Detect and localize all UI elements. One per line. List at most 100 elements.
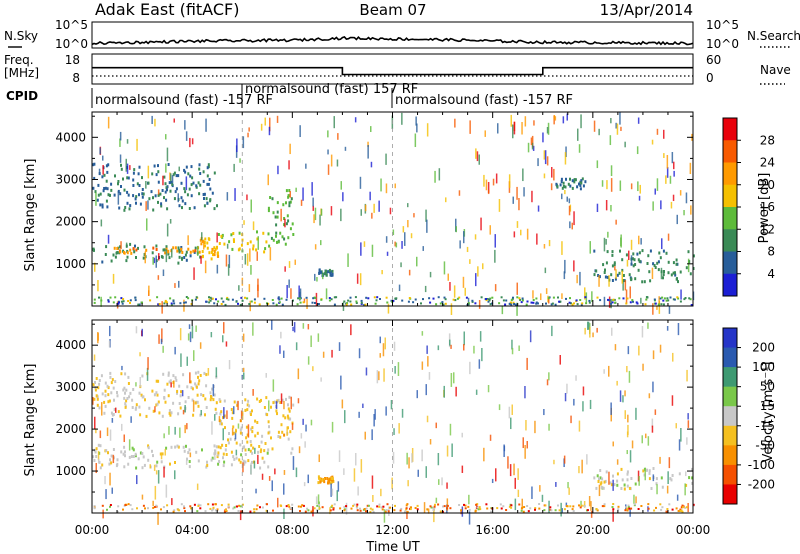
power-echo-6 (320, 270, 322, 274)
velocity-echo-2 (205, 406, 208, 409)
velocity-echo-0 (97, 443, 100, 447)
velocity-near-range-echo (474, 509, 477, 512)
power-echo-8 (647, 254, 650, 258)
power-sparse-echo (537, 205, 540, 212)
power-sparse-echo (459, 240, 461, 249)
velocity-echo-2 (140, 393, 143, 397)
velocity-echo-1 (222, 452, 225, 456)
colorbar-swatch (723, 406, 737, 427)
power-near-range-echo (663, 297, 666, 300)
power-near-range-echo (272, 302, 275, 305)
power-echo-5 (129, 204, 132, 208)
velocity-sparse-echo (588, 496, 591, 507)
velocity-near-range-echo (464, 507, 467, 510)
velocity-echo-2 (156, 402, 159, 406)
power-near-range-echo (456, 297, 459, 300)
power-echo-0 (115, 251, 118, 255)
colorbar-tick-label: 24 (760, 156, 775, 170)
velocity-echo-0 (257, 450, 260, 454)
velocity-sparse-echo (616, 459, 619, 465)
velocity-sparse-echo (398, 423, 400, 434)
velocity-sparse-echo (283, 508, 285, 519)
power-near-range-echo (173, 302, 176, 305)
power-echo-8 (632, 264, 635, 268)
power-sparse-echo (615, 219, 617, 225)
power-sparse-echo (378, 200, 380, 212)
velocity-sparse-echo (483, 447, 485, 462)
velocity-near-range-echo (660, 508, 663, 511)
velocity-sparse-echo (343, 468, 345, 475)
power-near-range-echo (515, 303, 518, 306)
velocity-echo-2 (98, 382, 101, 386)
power-sparse-echo (429, 271, 432, 278)
power-echo-3 (220, 234, 223, 238)
power-echo-1 (155, 248, 158, 251)
power-sparse-echo (578, 144, 581, 153)
velocity-near-range-echo (142, 504, 145, 507)
velocity-sparse-echo (189, 372, 191, 384)
power-echo-5 (105, 199, 108, 203)
power-echo-0 (183, 256, 186, 259)
power-echo-8 (616, 273, 619, 277)
power-echo-5 (167, 163, 170, 166)
power-near-range-echo (137, 303, 140, 306)
station-title: Adak East (fitACF) (95, 0, 239, 19)
velocity-sparse-echo (199, 342, 202, 349)
velocity-sparse-echo (626, 366, 628, 373)
velocity-sparse-echo (479, 331, 482, 342)
velocity-sparse-echo (338, 342, 341, 351)
velocity-echo-2 (163, 396, 166, 400)
velocity-echo-2 (157, 379, 160, 383)
velocity-sparse-echo (181, 390, 184, 397)
power-sparse-echo (543, 150, 546, 160)
cpid-segment-2: normalsound (fast) 157 RF (245, 82, 418, 97)
power-echo-5 (96, 198, 99, 202)
velocity-echo-1 (256, 431, 259, 435)
velocity-echo-4 (691, 481, 694, 485)
velocity-echo-2 (132, 388, 135, 391)
power-sparse-echo (548, 240, 551, 247)
x-tick-label: 04:00 (175, 523, 210, 537)
power-sparse-echo (286, 285, 288, 299)
power-echo-3 (240, 243, 243, 247)
velocity-echo-1 (250, 443, 253, 447)
velocity-near-range-echo (565, 505, 568, 508)
power-echo-4 (276, 210, 279, 214)
power-echo-8 (672, 271, 675, 275)
power-sparse-echo (640, 297, 642, 304)
velocity-sparse-echo (446, 498, 449, 511)
freq-left-tick-top: 18 (65, 53, 80, 67)
power-echo-2 (207, 237, 210, 241)
x-tick-label: 16:00 (475, 523, 510, 537)
velocity-near-range-echo (550, 509, 553, 512)
power-near-range-echo (194, 298, 197, 301)
velocity-echo-1 (239, 419, 242, 423)
velocity-sparse-echo (510, 417, 512, 430)
velocity-echo-2 (92, 383, 95, 387)
velocity-echo-2 (127, 382, 130, 385)
velocity-near-range-echo (527, 510, 530, 513)
velocity-sparse-echo (651, 425, 654, 433)
velocity-sparse-echo (548, 500, 550, 513)
power-echo-8 (689, 272, 692, 276)
power-near-range-echo (614, 301, 617, 304)
power-echo-0 (178, 248, 181, 252)
velocity-echo-1 (236, 403, 239, 407)
power-near-range-echo (653, 298, 656, 301)
power-near-range-echo (349, 300, 352, 303)
velocity-echo-2 (209, 391, 212, 395)
power-echo-4 (275, 231, 278, 235)
power-echo-0 (151, 251, 154, 255)
velocity-near-range-echo (400, 507, 403, 510)
velocity-echo-0 (261, 456, 264, 460)
velocity-sparse-echo (648, 393, 651, 399)
velocity-echo-0 (99, 444, 102, 448)
velocity-near-range-echo (153, 506, 156, 508)
velocity-echo-4 (621, 478, 624, 482)
velocity-sparse-echo (614, 344, 617, 351)
velocity-sparse-echo (188, 324, 191, 330)
velocity-near-range-echo (468, 508, 471, 511)
velocity-near-range-echo (207, 503, 210, 506)
velocity-echo-1 (276, 399, 279, 403)
velocity-sparse-echo (570, 415, 572, 424)
